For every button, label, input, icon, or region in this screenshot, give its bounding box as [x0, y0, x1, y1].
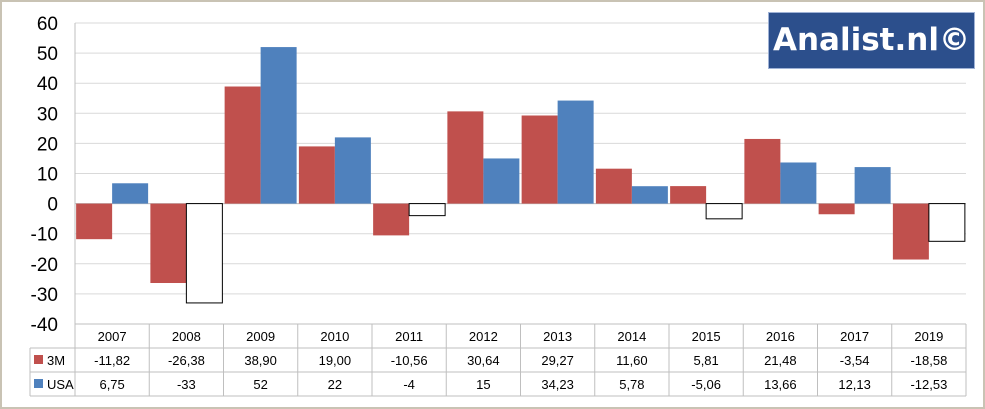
category-label-2014: 2014	[617, 329, 646, 344]
data-label-usa: 13,66	[764, 377, 797, 392]
category-label-2013: 2013	[543, 329, 572, 344]
category-label-2011: 2011	[395, 329, 423, 344]
data-label-3m: -26,38	[168, 353, 205, 368]
y-tick-label: 10	[37, 165, 58, 186]
category-label-2009: 2009	[246, 329, 275, 344]
bar-usa-2019	[928, 203, 966, 242]
data-label-usa: 12,13	[838, 377, 871, 392]
data-label-3m: -18,58	[910, 353, 947, 368]
category-label-2017: 2017	[840, 329, 869, 344]
y-tick-label: -40	[31, 315, 58, 336]
y-tick-label: 40	[37, 74, 58, 95]
data-label-usa: 15	[476, 377, 490, 392]
category-label-2019: 2019	[914, 329, 943, 344]
data-label-3m: 29,27	[541, 353, 574, 368]
bar-usa-2013	[557, 100, 594, 204]
bar-usa-2014	[631, 186, 668, 204]
data-label-usa: 34,23	[541, 377, 574, 392]
bar-3m-2012	[447, 111, 484, 204]
bar-3m-2016	[744, 138, 781, 204]
bar-usa-2012	[483, 158, 520, 204]
legend-label-usa: USA	[47, 377, 74, 392]
data-label-usa: 52	[253, 377, 267, 392]
y-tick-label: -30	[31, 285, 58, 306]
data-label-usa: 6,75	[99, 377, 124, 392]
bar-3m-2009	[224, 86, 261, 204]
bar-3m-2011	[373, 203, 410, 236]
legend-key-usa	[34, 379, 43, 388]
bar-3m-2015	[670, 186, 707, 204]
bar-3m-2019	[892, 203, 929, 260]
data-label-3m: 21,48	[764, 353, 797, 368]
data-label-3m: -3,54	[840, 353, 870, 368]
data-label-3m: -11,82	[94, 353, 130, 368]
data-label-usa: -12,53	[910, 377, 947, 392]
y-tick-label: -10	[31, 225, 58, 246]
category-label-2012: 2012	[469, 329, 498, 344]
bar-usa-2017	[854, 167, 891, 204]
bar-usa-2015	[705, 203, 743, 220]
bar-usa-2011	[408, 203, 446, 217]
data-label-3m: 38,90	[244, 353, 277, 368]
legend-label-3m: 3M	[47, 353, 65, 368]
data-label-3m: 5,81	[693, 353, 718, 368]
category-label-2016: 2016	[766, 329, 795, 344]
bar-3m-2017	[818, 203, 855, 215]
data-label-usa: 22	[328, 377, 342, 392]
y-tick-label: 20	[37, 134, 58, 155]
bar-3m-2013	[521, 115, 558, 204]
bar-usa-2016	[780, 162, 817, 204]
y-tick-label: 60	[37, 14, 58, 35]
data-label-3m: -10,56	[391, 353, 428, 368]
bar-usa-2009	[260, 47, 297, 204]
data-label-3m: 11,60	[616, 353, 648, 368]
bar-usa-2008	[185, 203, 223, 304]
data-label-usa: -5,06	[691, 377, 721, 392]
bar-3m-2007	[76, 203, 113, 240]
data-label-3m: 19,00	[319, 353, 352, 368]
y-tick-label: 0	[47, 195, 58, 216]
category-label-2007: 2007	[98, 329, 127, 344]
category-label-2008: 2008	[172, 329, 201, 344]
bar-usa-2010	[334, 137, 371, 204]
category-label-2010: 2010	[320, 329, 349, 344]
y-tick-label: 50	[37, 44, 58, 65]
data-label-3m: 30,64	[467, 353, 500, 368]
legend-key-3m	[34, 355, 43, 364]
category-label-2015: 2015	[692, 329, 721, 344]
y-tick-label: -20	[31, 255, 58, 276]
bar-usa-2007	[112, 183, 149, 204]
data-label-usa: 5,78	[619, 377, 644, 392]
data-label-usa: -4	[403, 377, 415, 392]
bar-3m-2010	[298, 146, 335, 204]
data-label-usa: -33	[177, 377, 196, 392]
brand-logo: Analist.nl©	[768, 12, 975, 69]
y-tick-label: 30	[37, 104, 58, 125]
bar-3m-2014	[595, 168, 632, 204]
bar-3m-2008	[150, 203, 187, 284]
